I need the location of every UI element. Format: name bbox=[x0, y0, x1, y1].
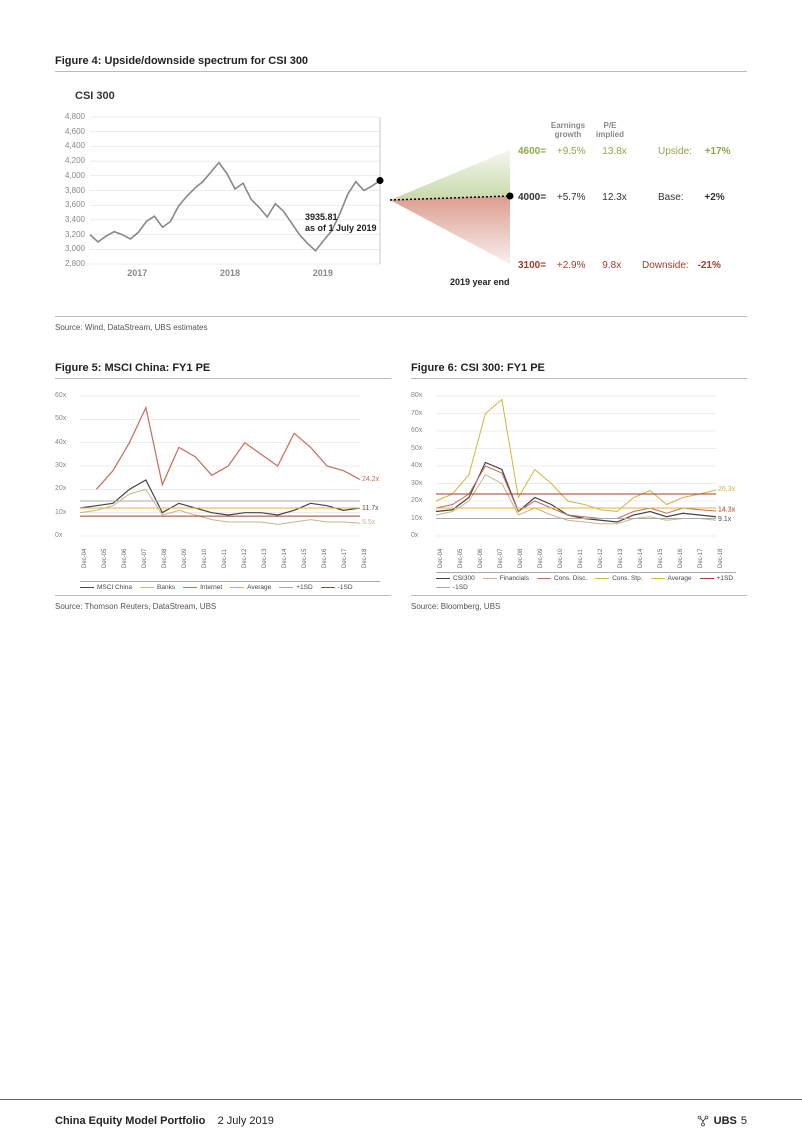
csi300-svg bbox=[55, 112, 385, 282]
footer-right: UBS 5 bbox=[696, 1114, 747, 1128]
current-value-annotation: 3935.81 as of 1 July 2019 bbox=[305, 212, 377, 234]
header-pe: P/Eimplied bbox=[590, 122, 630, 140]
figure-6: Figure 6: CSI 300: FY1 PE 0x10x20x30x40x… bbox=[411, 362, 747, 611]
figure-5-rule bbox=[55, 378, 391, 379]
figure-4-chart: CSI 300 2,8003,0003,2003,4003,6003,8004,… bbox=[55, 84, 745, 314]
figures-5-6-row: Figure 5: MSCI China: FY1 PE 0x10x20x30x… bbox=[55, 362, 747, 611]
ubs-logo-text: UBS bbox=[714, 1115, 737, 1127]
csi300-label: CSI 300 bbox=[75, 90, 115, 102]
figure-4: Figure 4: Upside/downside spectrum for C… bbox=[55, 55, 747, 332]
figure-5-chart: 0x10x20x30x40x50x60xDec-04Dec-05Dec-06De… bbox=[55, 391, 390, 591]
downside-row: 3100= +2.9% 9.8x bbox=[518, 260, 621, 271]
header-earnings: Earningsgrowth bbox=[548, 122, 588, 140]
year-end-label: 2019 year end bbox=[450, 277, 510, 288]
upside-label: Upside: +17% bbox=[658, 146, 731, 157]
page-footer: China Equity Model Portfolio 2 July 2019… bbox=[0, 1099, 802, 1133]
scenario-block: Earningsgrowth P/Eimplied 4600= +9.5% 13… bbox=[390, 122, 740, 282]
figure-4-title: Figure 4: Upside/downside spectrum for C… bbox=[55, 55, 747, 67]
figure-5-source: Source: Thomson Reuters, DataStream, UBS bbox=[55, 602, 391, 611]
figure-6-title: Figure 6: CSI 300: FY1 PE bbox=[411, 362, 747, 374]
csi300-line-plot: 2,8003,0003,2003,4003,6003,8004,0004,200… bbox=[55, 112, 385, 282]
figure-6-bottom-rule bbox=[411, 595, 747, 596]
page-number: 5 bbox=[741, 1115, 747, 1127]
figure-5-bottom-rule bbox=[55, 595, 391, 596]
figure-6-chart: 0x10x20x30x40x50x60x70x80xDec-04Dec-05De… bbox=[411, 391, 746, 591]
base-row: 4000= +5.7% 12.3x bbox=[518, 192, 627, 203]
figure-4-source: Source: Wind, DataStream, UBS estimates bbox=[55, 323, 747, 332]
downside-label: Downside: -21% bbox=[642, 260, 721, 271]
figure-6-rule bbox=[411, 378, 747, 379]
figure-5: Figure 5: MSCI China: FY1 PE 0x10x20x30x… bbox=[55, 362, 391, 611]
footer-left: China Equity Model Portfolio 2 July 2019 bbox=[55, 1115, 274, 1127]
figure-5-title: Figure 5: MSCI China: FY1 PE bbox=[55, 362, 391, 374]
base-label: Base: +2% bbox=[658, 192, 725, 203]
scenario-fan bbox=[390, 132, 530, 282]
ubs-keys-icon bbox=[696, 1114, 710, 1128]
figure-4-bottom-rule bbox=[55, 316, 747, 317]
figure-4-rule bbox=[55, 71, 747, 72]
figure-6-source: Source: Bloomberg, UBS bbox=[411, 602, 747, 611]
upside-row: 4600= +9.5% 13.8x bbox=[518, 146, 627, 157]
